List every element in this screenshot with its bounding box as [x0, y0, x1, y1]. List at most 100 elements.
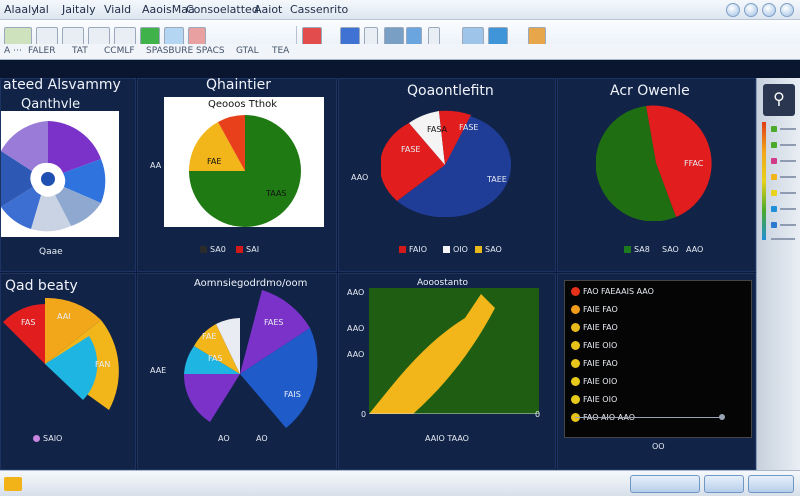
pie-slice-red: [646, 105, 712, 217]
slice-label: FAS: [208, 354, 223, 363]
slice-label: FAE: [202, 332, 217, 341]
panel-rose-chart[interactable]: Qad beaty FAS AAI FAN SAIO: [0, 273, 136, 470]
rose-chart: [3, 297, 119, 410]
panel-purple-blue-pie[interactable]: Aomnsiegodrdmo/oom FAE FAES FAS FAIS AAE…: [137, 273, 337, 470]
menu-item-1[interactable]: Alaaly: [4, 3, 38, 16]
pie-slice-blue: [397, 165, 512, 217]
legend-swatch: [475, 246, 482, 253]
ribbon-item-2[interactable]: FALER: [28, 46, 56, 56]
menu-item-5[interactable]: AaoisMaa: [142, 3, 195, 16]
ribbon-item-1[interactable]: A ⋯: [4, 46, 23, 56]
menu-item-6[interactable]: Consoelatted: [186, 3, 259, 16]
legend-slider-track[interactable]: [575, 417, 721, 418]
donut-slice-lavender: [1, 121, 48, 171]
panel-red-green-pie[interactable]: Acr Owenle FFAC SA8 SAO AAO: [557, 78, 756, 272]
legend-dot: [571, 395, 580, 404]
ribbon-item-8[interactable]: TEA: [272, 46, 290, 56]
legend-dot: [571, 359, 580, 368]
sidebar-dot[interactable]: [771, 174, 777, 180]
axis-tick: AA: [150, 161, 162, 170]
legend-item: SAO: [662, 245, 679, 254]
slice-label: FAE: [207, 157, 222, 166]
sidebar-dot[interactable]: [771, 190, 777, 196]
panel-title: ateed Alsvammy: [3, 77, 121, 93]
panel-title: Qoaontlefitn: [407, 83, 494, 99]
sidebar-dot[interactable]: [771, 206, 777, 212]
panel-green-pie[interactable]: Qhaintier Qeooos Tthok FAE TAAS AA SA0 S…: [137, 77, 337, 272]
panel-donut[interactable]: ateed Alsvammy Qanthvle Qaae: [0, 77, 136, 272]
ribbon-item-4[interactable]: CCMLF: [104, 46, 135, 56]
folder-icon[interactable]: [4, 477, 22, 491]
menu-item-7[interactable]: Aaiot: [254, 3, 283, 16]
pie-slice-cyan: [184, 346, 240, 374]
legend-item: SAO: [475, 245, 502, 254]
restore-icon[interactable]: [762, 3, 776, 17]
chart-subtitle: Qeooos Tthok: [208, 99, 278, 110]
legend-item: SAIO: [33, 434, 62, 443]
donut-slice-blue-2: [1, 187, 41, 229]
ribbon-item-5[interactable]: SPASBURE: [146, 46, 194, 56]
panel-footer: OO: [652, 442, 665, 451]
pie-slice-white: [409, 111, 445, 165]
x-tick: 0: [361, 410, 367, 419]
pie-slice-yellow: [189, 122, 245, 171]
slice-label: FAN: [95, 360, 111, 369]
panel-title: Aooostanto: [417, 278, 468, 288]
maximize-icon[interactable]: [744, 3, 758, 17]
legend-row[interactable]: FAIE FAO: [571, 305, 618, 314]
panel-red-blue-pie[interactable]: Qoaontlefitn FASA FASE FASE TAEE AAO FAI…: [338, 78, 556, 272]
panel-title: Acr Owenle: [610, 83, 690, 99]
dashboard: ateed Alsvammy Qanthvle Qaae Qhaintier Q…: [0, 77, 756, 470]
sidebar-dot[interactable]: [771, 126, 777, 132]
legend-row[interactable]: FAIE OIO: [571, 395, 617, 404]
panel-legend-list[interactable]: FAO FAEAAIS AAO FAIE FAO FAIE FAO FAIE O…: [557, 273, 756, 470]
x-tick: 0: [535, 410, 541, 419]
taskbar-tab[interactable]: [704, 475, 744, 493]
legend-swatch: [624, 246, 631, 253]
legend-row[interactable]: FAIE FAO: [571, 359, 618, 368]
legend-dot: [571, 323, 580, 332]
sidebar-line: [780, 192, 796, 194]
legend-row[interactable]: FAO FAEAAIS AAO: [571, 287, 654, 296]
legend-swatch: [443, 246, 450, 253]
ribbon-item-3[interactable]: TAT: [72, 46, 88, 56]
close-icon[interactable]: [780, 3, 794, 17]
sidebar-line: [780, 128, 796, 130]
pie-slice-blue: [240, 328, 318, 428]
menu-item-2[interactable]: lal: [36, 3, 49, 16]
ribbon-item-6[interactable]: SPACS: [196, 46, 225, 56]
taskbar-tab[interactable]: [748, 475, 794, 493]
menu-item-4[interactable]: Viald: [104, 3, 132, 16]
sidebar-dot[interactable]: [771, 142, 777, 148]
donut-center: [41, 172, 55, 186]
menu-item-3[interactable]: Jaitaly: [62, 3, 96, 16]
pie-slice-orange: [218, 115, 245, 171]
right-sidebar: ⚲: [756, 78, 800, 470]
axis-tick: AO: [256, 434, 268, 443]
legend-row[interactable]: FAIE FAO: [571, 323, 618, 332]
title-bar: Alaaly lal Jaitaly Viald AaoisMaa Consoe…: [0, 0, 800, 20]
menu-item-8[interactable]: Cassenrito: [290, 3, 349, 16]
legend-row[interactable]: FAIE OIO: [571, 341, 617, 350]
legend-item: SA8: [624, 245, 650, 254]
axis-tick: AAE: [150, 366, 167, 375]
pie-slice-red: [381, 123, 445, 201]
donut-slice-darkblue: [0, 151, 33, 207]
ribbon-item-7[interactable]: GTAL: [236, 46, 259, 56]
panel-title: Aomnsiegodrdmo/oom: [194, 278, 308, 289]
sidebar-dot[interactable]: [771, 158, 777, 164]
pie-slice-yellow: [194, 324, 240, 374]
taskbar-tab[interactable]: [630, 475, 700, 493]
legend-slider-handle[interactable]: [719, 414, 725, 420]
minimize-icon[interactable]: [726, 3, 740, 17]
sidebar-line: [780, 224, 796, 226]
legend-dot: [571, 377, 580, 386]
pie-slice-white: [216, 318, 240, 374]
legend-item: FAIO: [399, 245, 427, 254]
search-icon[interactable]: ⚲: [763, 84, 795, 116]
legend-row[interactable]: FAIE OIO: [571, 377, 617, 386]
sidebar-line: [780, 144, 796, 146]
sidebar-dot[interactable]: [771, 222, 777, 228]
y-tick: AAO: [347, 324, 365, 333]
panel-area-chart[interactable]: Aooostanto AAO AAO AAO 0 0 AAIO TAAO: [338, 273, 556, 470]
